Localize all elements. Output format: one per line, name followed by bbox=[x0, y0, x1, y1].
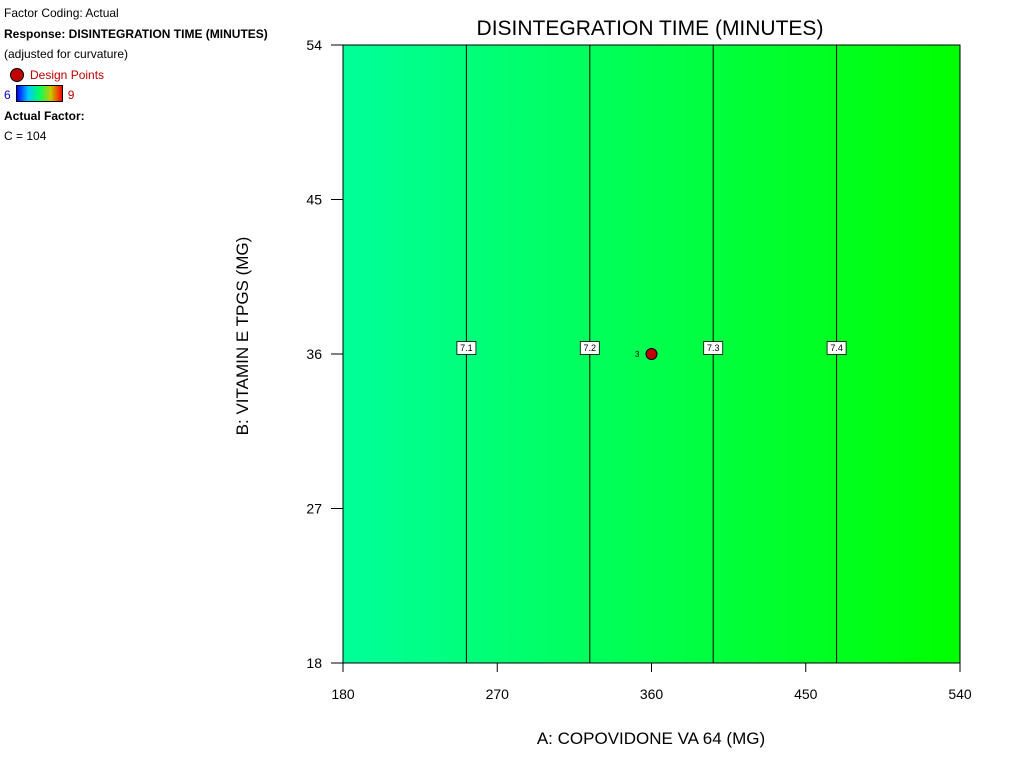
x-tick-label: 360 bbox=[640, 686, 664, 702]
chart-title: DISINTEGRATION TIME (MINUTES) bbox=[477, 17, 824, 40]
design-point-count: 3 bbox=[635, 350, 640, 359]
contour-label-box bbox=[703, 341, 724, 355]
contour-label: 7.4 bbox=[830, 343, 843, 353]
actual-factor-title: Actual Factor: bbox=[4, 108, 85, 123]
contour-label-box bbox=[826, 341, 847, 355]
y-tick-label: 45 bbox=[306, 192, 322, 208]
design-point-icon bbox=[10, 67, 24, 82]
actual-factor-value: C = 104 bbox=[4, 129, 47, 143]
legend-panel: Factor Coding: Actual Response: DISINTEG… bbox=[4, 3, 268, 147]
range-high-value: 9 bbox=[67, 88, 75, 102]
contour-label: 7.3 bbox=[707, 343, 720, 353]
y-tick-label: 18 bbox=[306, 655, 322, 671]
x-tick-label: 450 bbox=[794, 686, 818, 702]
range-low-value: 6 bbox=[4, 88, 11, 102]
contour-label-box bbox=[579, 341, 600, 355]
x-tick-label: 270 bbox=[486, 686, 510, 702]
y-tick-label: 54 bbox=[306, 37, 322, 53]
contour-label-box bbox=[456, 341, 477, 355]
curvature-note: (adjusted for curvature) bbox=[4, 47, 129, 61]
x-tick-label: 180 bbox=[331, 686, 355, 702]
y-tick-label: 27 bbox=[306, 501, 322, 517]
y-tick-label: 36 bbox=[306, 346, 322, 362]
factor-coding-text: Factor Coding: Actual bbox=[4, 6, 119, 20]
contour-label: 7.2 bbox=[584, 343, 597, 353]
response-text: Response: DISINTEGRATION TIME (MINUTES) bbox=[4, 26, 268, 41]
x-tick-label: 540 bbox=[948, 686, 972, 702]
contour-label: 7.1 bbox=[460, 343, 473, 353]
y-axis-title: B: VITAMIN E TPGS (MG) bbox=[233, 237, 252, 436]
x-axis-title: A: COPOVIDONE VA 64 (MG) bbox=[537, 729, 765, 748]
color-ramp bbox=[15, 85, 63, 102]
design-point bbox=[645, 348, 658, 360]
design-points-legend: Design Points bbox=[4, 65, 268, 86]
design-points-label: Design Points bbox=[30, 67, 105, 82]
